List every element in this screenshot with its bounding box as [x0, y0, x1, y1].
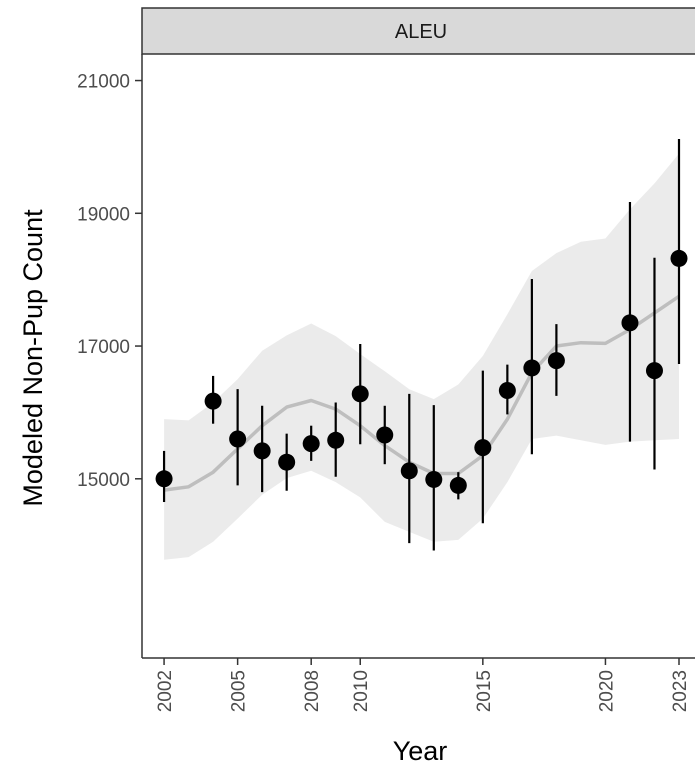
- data-point-2015: [474, 439, 492, 457]
- data-point-2002: [155, 470, 173, 488]
- y-axis-title: Modeled Non-Pup Count: [18, 209, 48, 507]
- data-point-layer: [155, 249, 688, 494]
- facet-strip-background: [141, 7, 695, 55]
- data-point-2013: [425, 470, 443, 488]
- trend-line-layer: [163, 294, 680, 492]
- data-point-2014: [449, 476, 467, 494]
- x-tick-label-2002: 2002: [155, 670, 176, 712]
- y-tick-label-15000: 15000: [77, 470, 130, 491]
- data-point-2021: [621, 314, 639, 332]
- data-point-2006: [253, 442, 271, 460]
- data-point-2008: [302, 435, 320, 453]
- axes: [141, 54, 695, 659]
- x-tick-label-2005: 2005: [229, 670, 250, 712]
- data-point-2010: [351, 385, 369, 403]
- x-tick-label-2023: 2023: [670, 670, 691, 712]
- x-tick-label-2015: 2015: [474, 670, 495, 712]
- x-axis-title: Year: [393, 736, 448, 766]
- data-point-2005: [229, 430, 247, 448]
- data-point-2007: [278, 453, 296, 471]
- data-point-2022: [645, 362, 663, 380]
- facet-strip: ALEU: [141, 7, 695, 55]
- y-tick-label-17000: 17000: [77, 337, 130, 358]
- data-point-2011: [376, 426, 394, 444]
- facet-strip-label: ALEU: [395, 21, 447, 43]
- confidence-ribbon-layer: [164, 153, 680, 560]
- x-tick-label-2008: 2008: [302, 670, 323, 712]
- y-tick-label-19000: 19000: [77, 204, 130, 225]
- data-point-2012: [400, 462, 418, 480]
- data-point-2023: [670, 249, 688, 267]
- data-point-2004: [204, 392, 222, 410]
- y-tick-label-21000: 21000: [77, 72, 130, 93]
- data-point-2016: [498, 382, 516, 400]
- x-axis-ticks: 2002 2005 2008 2010 2015 2020 2023: [155, 658, 691, 712]
- data-point-2017: [523, 359, 541, 377]
- data-point-2009: [327, 431, 345, 449]
- y-axis-ticks: 15000 17000 19000 21000: [77, 72, 142, 491]
- confidence-ribbon: [164, 153, 680, 560]
- x-tick-label-2020: 2020: [596, 670, 617, 712]
- x-tick-label-2010: 2010: [351, 670, 372, 712]
- trend-line: [163, 294, 680, 492]
- data-point-2018: [547, 352, 565, 370]
